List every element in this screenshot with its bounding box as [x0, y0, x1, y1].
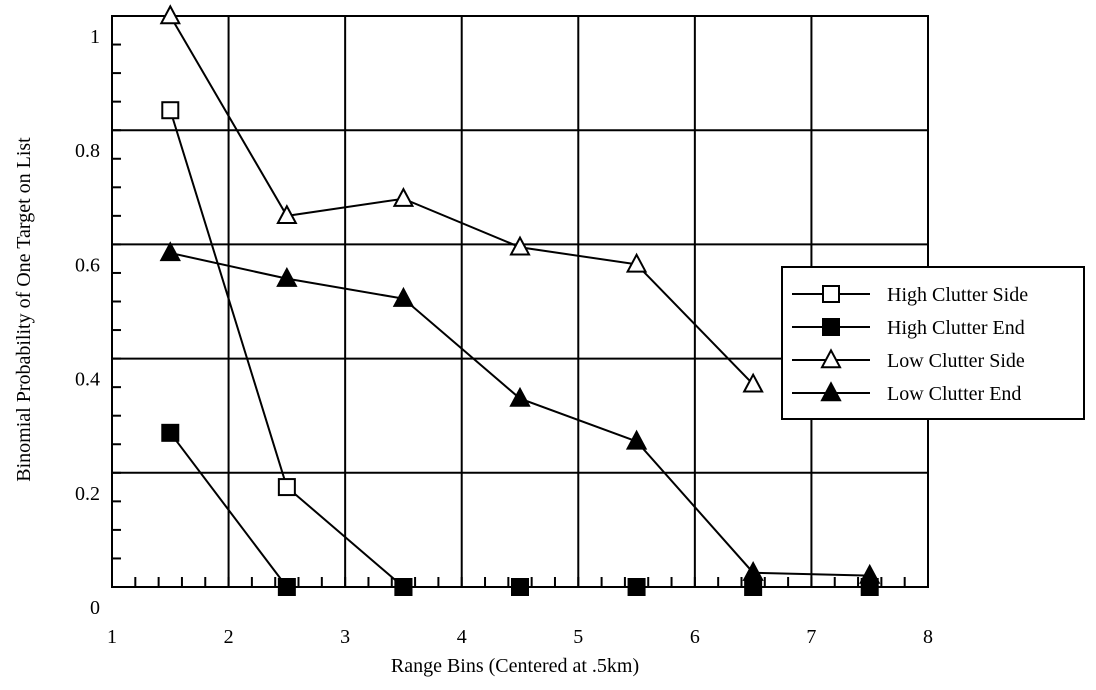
data-point [276, 204, 298, 225]
x-tick-label: 2 [224, 626, 234, 648]
data-point [625, 252, 648, 273]
data-point [511, 578, 529, 596]
data-point [744, 578, 763, 596]
series-line [169, 432, 870, 588]
data-point [859, 563, 881, 584]
series-high-clutter-side [161, 101, 413, 596]
data-point [509, 235, 531, 256]
y-tick-label: 0.8 [75, 140, 100, 162]
series-low-clutter-side [159, 4, 764, 393]
legend: High Clutter Side High Clutter End Low Clu… [781, 266, 1085, 420]
data-point [159, 241, 181, 262]
legend-marker [822, 318, 840, 336]
data-point [161, 423, 180, 442]
data-point [394, 578, 413, 596]
data-point [277, 578, 296, 596]
x-tick-label: 5 [573, 626, 583, 648]
x-tick-label: 1 [107, 626, 117, 648]
data-point [509, 386, 531, 407]
x-tick-label: 3 [340, 626, 350, 648]
x-tick-label: 7 [806, 626, 816, 648]
data-point [159, 4, 181, 25]
series-line [169, 109, 405, 588]
data-point [392, 286, 415, 307]
x-tick-label: 6 [690, 626, 700, 648]
data-point [625, 429, 648, 450]
legend-marker [820, 381, 842, 402]
y-axis-title: Binomial Probability of One Target on Li… [13, 137, 35, 482]
x-axis-tick-labels: 1 2 3 4 5 6 7 8 [107, 626, 933, 648]
y-axis-tick-labels: 0 0.2 0.4 0.6 0.8 1 [75, 26, 100, 619]
y-tick-label: 0.6 [75, 254, 100, 276]
data-point [392, 187, 415, 207]
series-line [170, 251, 870, 577]
x-tick-label: 8 [923, 626, 933, 648]
legend-entry: High Clutter Side [792, 284, 1028, 306]
legend-label: High Clutter End [887, 317, 1025, 339]
legend-marker [820, 348, 842, 369]
series-line [169, 15, 754, 385]
legend-marker [822, 285, 840, 303]
y-tick-label: 0 [90, 597, 100, 619]
legend-label: Low Clutter End [887, 383, 1021, 405]
legend-label: Low Clutter Side [887, 350, 1025, 372]
y-tick-label: 0.2 [75, 483, 100, 505]
series-layer [159, 4, 881, 596]
x-tick-label: 4 [457, 626, 467, 648]
legend-entry: Low Clutter End [792, 381, 1021, 405]
legend-entry: High Clutter End [792, 317, 1025, 339]
data-point [277, 478, 296, 497]
data-point [742, 561, 764, 581]
series-low-clutter-end [159, 241, 881, 584]
legend-label: High Clutter Side [887, 284, 1028, 306]
legend-entry: Low Clutter Side [792, 348, 1025, 372]
y-tick-label: 1 [90, 26, 100, 48]
series-high-clutter-end [161, 423, 879, 596]
x-axis-title: Range Bins (Centered at .5km) [391, 655, 639, 677]
data-point [161, 101, 180, 120]
y-tick-label: 0.4 [75, 369, 100, 391]
data-point [742, 372, 764, 393]
data-point [276, 266, 298, 287]
data-point [627, 578, 646, 596]
